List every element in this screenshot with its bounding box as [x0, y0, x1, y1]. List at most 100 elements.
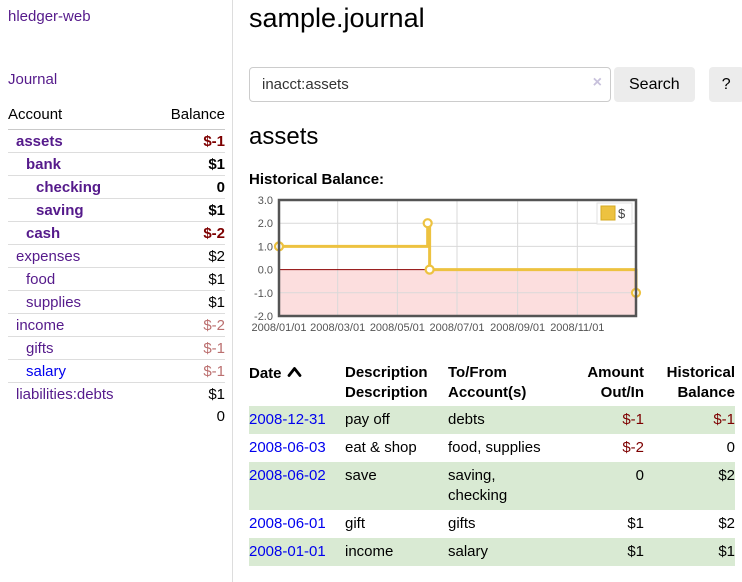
transaction-balance: 0 [726, 439, 735, 456]
transaction-description: eat & shop [345, 439, 417, 456]
sidebar-account-link[interactable]: bank [26, 156, 62, 173]
legend-label: $ [618, 206, 626, 221]
balance-column-header-register: Historical Balance [666, 364, 735, 401]
svg-text:-2.0: -2.0 [254, 311, 273, 323]
account-row: gifts $-1 [8, 336, 225, 360]
account-balance: $-1 [151, 336, 225, 360]
account-row: liabilities:debts $1 [8, 382, 225, 405]
register-row: 2008-06-01 gift gifts $1 $2 [249, 510, 735, 538]
sidebar-account-link[interactable]: salary [26, 363, 67, 380]
description-column-header: Description Description [345, 364, 428, 401]
brand-link[interactable]: hledger-web [8, 8, 91, 25]
account-balance: $-2 [151, 313, 225, 337]
transaction-date-link[interactable]: 2008-12-31 [249, 411, 326, 428]
transaction-accounts: gifts [448, 515, 476, 532]
account-row: bank $1 [8, 152, 225, 176]
transaction-description: save [345, 467, 377, 484]
svg-text:2008/07/01: 2008/07/01 [429, 322, 484, 334]
total-spacer [8, 405, 151, 427]
sort-ascending-icon [287, 363, 302, 383]
account-column-header-register: To/From Account(s) [448, 364, 527, 401]
svg-text:2008/03/01: 2008/03/01 [310, 322, 365, 334]
register-rows: 2008-12-31 pay off debts $-1 $-1 2008-06-03 ea… [249, 406, 735, 566]
svg-text:2008/09/01: 2008/09/01 [490, 322, 545, 334]
transaction-date-link[interactable]: 2008-06-02 [249, 467, 326, 484]
sidebar-account-link[interactable]: checking [36, 179, 102, 196]
account-row: food $1 [8, 267, 225, 291]
account-balance: $1 [151, 198, 225, 222]
transaction-description: income [345, 543, 394, 560]
sidebar-account-link[interactable]: food [26, 271, 56, 288]
sidebar-account-link[interactable]: gifts [26, 340, 54, 357]
account-balance: $2 [151, 244, 225, 268]
sidebar-account-link[interactable]: assets [16, 133, 63, 150]
transaction-balance: $2 [718, 515, 735, 532]
account-column-header: Account [8, 102, 152, 130]
account-row: salary $-1 [8, 359, 225, 383]
help-button[interactable]: ? [708, 67, 742, 102]
account-row: assets $-1 [8, 130, 225, 153]
total-balance: 0 [216, 408, 225, 425]
search-box: × [249, 67, 611, 102]
transaction-date-link[interactable]: 2008-06-01 [249, 515, 326, 532]
account-row: checking 0 [8, 175, 225, 199]
account-balance: $1 [151, 290, 225, 314]
account-rows: assets $-1 bank $1 checking 0 saving $1 cash $-2 e… [8, 130, 225, 405]
transaction-accounts: debts [448, 411, 485, 428]
transaction-accounts: food, supplies [448, 439, 541, 456]
date-column-header[interactable]: Date [249, 360, 345, 406]
main-content: sample.journal × Search ? assets Histori… [233, 0, 742, 582]
account-row: expenses $2 [8, 244, 225, 268]
transaction-description: pay off [345, 411, 390, 428]
register-row: 2008-06-03 eat & shop food, supplies $-2 0 [249, 434, 735, 462]
balance-table-header: Account Balance [8, 102, 225, 130]
transaction-amount: $-2 [622, 439, 644, 456]
account-balance: 0 [151, 175, 225, 199]
transaction-description: gift [345, 515, 366, 532]
account-balance: $-1 [151, 359, 225, 383]
svg-text:2008/11/01: 2008/11/01 [550, 322, 604, 334]
svg-text:0.0: 0.0 [258, 265, 273, 277]
transaction-date-link[interactable]: 2008-06-03 [249, 439, 326, 456]
account-heading: assets [249, 123, 319, 150]
search-button[interactable]: Search [614, 67, 695, 102]
sidebar-account-link[interactable]: saving [36, 202, 84, 219]
svg-text:1.0: 1.0 [258, 241, 273, 253]
transaction-balance: $-1 [713, 411, 735, 428]
clear-search-icon[interactable]: × [592, 74, 602, 91]
sidebar-account-link[interactable]: liabilities:debts [16, 386, 114, 403]
account-row: supplies $1 [8, 290, 225, 314]
svg-text:2008/05/01: 2008/05/01 [370, 322, 425, 334]
sidebar-account-link[interactable]: supplies [26, 294, 82, 311]
data-point-marker [424, 264, 435, 275]
register-row: 2008-01-01 income salary $1 $1 [249, 538, 735, 566]
page-title: sample.journal [249, 3, 425, 33]
chart-title: Historical Balance: [249, 171, 385, 188]
account-balance: $-2 [151, 221, 225, 245]
account-balance-table: Account Balance assets $-1 bank $1 checking 0… [8, 102, 225, 427]
account-balance: $-1 [203, 133, 225, 150]
legend-swatch [600, 205, 616, 221]
transaction-balance: $2 [718, 467, 735, 484]
balance-column-header: Balance [151, 102, 225, 130]
register-row: 2008-06-02 save saving, checking 0 $2 [249, 462, 735, 510]
sidebar-account-link[interactable]: income [16, 317, 65, 334]
search-form: × Search ? [249, 67, 742, 102]
sidebar-account-link[interactable]: cash [26, 225, 61, 242]
search-input[interactable] [249, 67, 611, 102]
amount-column-header: Amount Out/In [587, 364, 644, 401]
transaction-amount: $1 [627, 515, 644, 532]
svg-text:2.0: 2.0 [258, 218, 273, 230]
transaction-date-link[interactable]: 2008-01-01 [249, 543, 326, 560]
svg-text:-1.0: -1.0 [254, 288, 273, 300]
transaction-accounts: salary [448, 543, 489, 560]
balance-total-row: 0 [8, 405, 225, 427]
plot-border [277, 198, 638, 318]
account-balance: $1 [151, 267, 225, 291]
sidebar-item-journal[interactable]: Journal [8, 71, 58, 88]
account-balance: $1 [151, 152, 225, 176]
register-header-row: Date Description Description To/From Acco… [249, 360, 735, 406]
sidebar-account-link[interactable]: expenses [16, 248, 81, 265]
register-table: Date Description Description To/From Acco… [249, 360, 735, 566]
